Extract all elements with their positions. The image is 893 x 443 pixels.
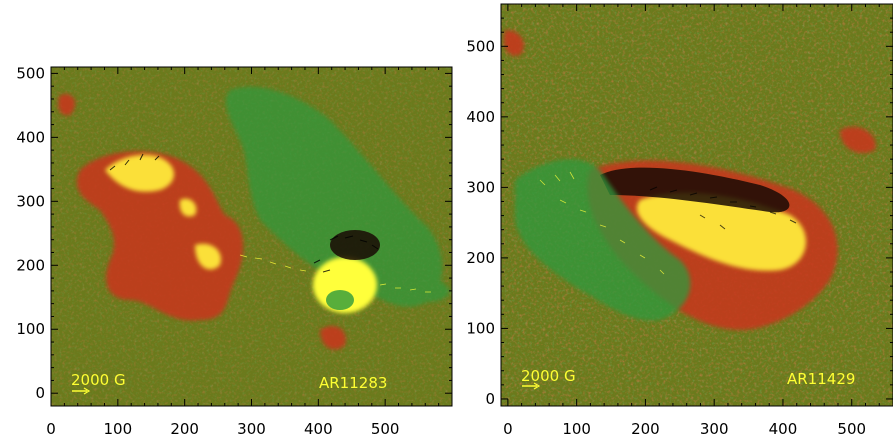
left-x-tick-label: 300: [237, 420, 266, 438]
left-scale-label: 2000 G: [71, 371, 126, 389]
right-magnetogram-panel: 2000 G AR11429 0 100 200 300 400 500 0 100 200 30…: [466, 3, 893, 438]
left-y-tick-label: 100: [16, 320, 45, 338]
right-scale-label: 2000 G: [521, 367, 576, 385]
right-negative-region: [515, 159, 691, 321]
left-sunspot: [313, 230, 380, 313]
right-region-label: AR11429: [787, 370, 855, 388]
left-field-vectors-strong: [239, 254, 431, 293]
right-y-tick-label: 100: [466, 319, 495, 337]
right-vector-arrows: [649, 186, 797, 230]
left-vector-arrows: [109, 153, 379, 273]
left-axes: 0 100 200 300 400 500 0 100 200 300 400 500: [16, 64, 453, 438]
right-x-tick-label: 100: [562, 420, 591, 438]
left-y-tick-label: 0: [35, 384, 45, 402]
left-y-tick-label: 400: [16, 128, 45, 146]
right-x-tick-label: 300: [700, 420, 729, 438]
left-y-tick-label: 500: [16, 64, 45, 82]
right-y-tick-label: 400: [466, 108, 495, 126]
left-x-tick-label: 100: [104, 420, 133, 438]
right-x-tick-label: 400: [769, 420, 798, 438]
right-y-tick-label: 300: [466, 178, 495, 196]
left-y-tick-label: 200: [16, 256, 45, 274]
right-axes: 0 100 200 300 400 500 0 100 200 300 400 500: [466, 3, 893, 438]
right-sunspot-umbra: [600, 167, 790, 213]
right-scale-arrow: [522, 382, 541, 390]
left-x-tick-label: 500: [371, 420, 400, 438]
left-y-tick-label: 300: [16, 192, 45, 210]
left-x-tick-label: 0: [46, 420, 56, 438]
left-x-tick-label: 400: [304, 420, 333, 438]
left-positive-core: [105, 154, 221, 270]
right-field-vectors-strong: [539, 171, 665, 275]
left-x-tick-label: 200: [170, 420, 199, 438]
right-y-tick-label: 0: [485, 390, 495, 408]
right-y-tick-label: 200: [466, 249, 495, 267]
left-magnetogram-panel: 2000 G AR11283 0 100 200 300 400 500 0 100 200 30…: [16, 64, 453, 438]
right-x-tick-label: 500: [837, 420, 866, 438]
left-negative-region: [225, 86, 450, 307]
right-y-tick-label: 500: [466, 37, 495, 55]
right-x-tick-label: 0: [503, 420, 513, 438]
left-region-label: AR11283: [319, 374, 387, 392]
left-scale-arrow: [72, 387, 91, 395]
right-x-tick-label: 200: [631, 420, 660, 438]
left-positive-plage: [58, 94, 346, 350]
right-panel-frame: [500, 3, 893, 407]
right-positive-core: [636, 192, 807, 271]
